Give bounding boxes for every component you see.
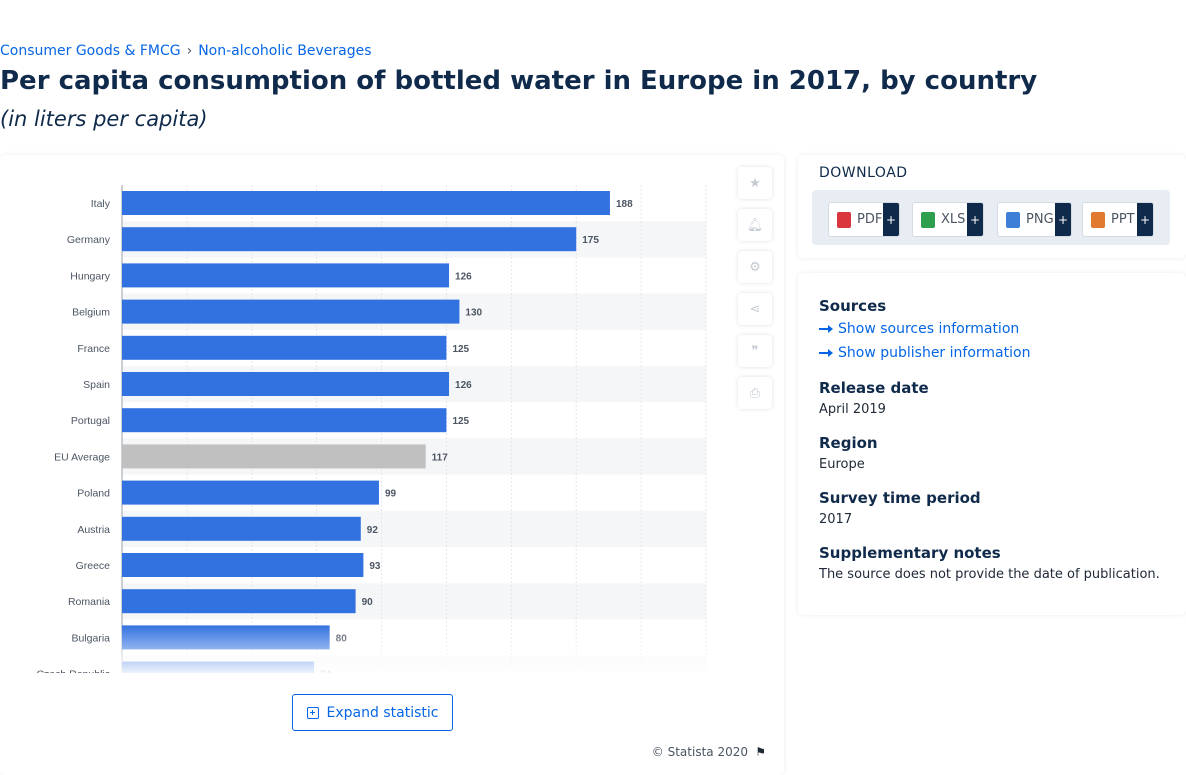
info-card: Sources Show sources information Show pu… xyxy=(798,273,1186,615)
category-label: Romania xyxy=(68,596,110,608)
gear-icon[interactable]: ⚙ xyxy=(738,251,772,283)
bar-portugal xyxy=(122,408,447,433)
notes-value: The source does not provide the date of … xyxy=(819,567,1160,582)
region-heading: Region xyxy=(819,434,878,452)
download-title: DOWNLOAD xyxy=(819,165,908,181)
chart-card: Italy 188 Germany 175 Hungary 126 Belgium 130 Fr… xyxy=(0,155,784,775)
data-label: 126 xyxy=(455,271,472,282)
category-label: Belgium xyxy=(72,307,110,319)
bar-austria xyxy=(122,516,361,541)
category-label: Italy xyxy=(91,198,111,210)
bar-eu-average xyxy=(122,444,426,469)
data-label: 93 xyxy=(369,561,381,572)
bell-icon[interactable]: 🔔︎ xyxy=(738,209,772,241)
plus-icon: + xyxy=(1055,203,1071,236)
sources-heading: Sources xyxy=(819,297,887,315)
show-sources-link[interactable]: Show sources information xyxy=(819,321,1019,337)
bar-spain xyxy=(122,372,450,396)
download-pdf-label: PDF xyxy=(857,212,883,227)
category-label: France xyxy=(77,343,110,355)
survey-heading: Survey time period xyxy=(819,489,981,507)
bar-czech-republic xyxy=(122,661,315,673)
arrow-right-icon xyxy=(819,349,833,357)
copyright-text: © Statista 2020 xyxy=(651,745,748,759)
breadcrumb-link-consumer-goods[interactable]: Consumer Goods & FMCG xyxy=(0,43,181,59)
pdf-file-icon xyxy=(837,211,851,228)
category-label: Austria xyxy=(77,524,110,536)
xls-file-icon xyxy=(921,211,935,228)
region-value: Europe xyxy=(819,457,865,472)
data-label: 99 xyxy=(385,489,397,500)
print-icon[interactable]: ⎙ xyxy=(738,377,772,409)
png-file-icon xyxy=(1006,211,1020,228)
category-label: Poland xyxy=(77,488,110,500)
data-label: 92 xyxy=(367,525,379,536)
chevron-right-icon: › xyxy=(186,43,193,59)
download-png-button[interactable]: PNG + xyxy=(997,202,1072,237)
expand-icon xyxy=(306,706,319,719)
data-label: 175 xyxy=(582,235,599,246)
data-label: 117 xyxy=(432,452,449,463)
release-heading: Release date xyxy=(819,379,929,397)
data-label: 90 xyxy=(362,597,374,608)
data-label: 74 xyxy=(320,670,332,673)
download-xls-button[interactable]: XLS + xyxy=(912,202,984,237)
breadcrumb-link-beverages[interactable]: Non-alcoholic Beverages xyxy=(198,43,372,59)
ppt-file-icon xyxy=(1091,211,1105,228)
bar-italy xyxy=(122,191,610,215)
category-label: Portugal xyxy=(71,415,110,427)
survey-value: 2017 xyxy=(819,512,853,527)
bar-germany xyxy=(122,227,577,252)
star-icon[interactable]: ★ xyxy=(738,167,772,199)
plus-icon: + xyxy=(967,203,983,236)
download-png-label: PNG xyxy=(1026,212,1054,227)
category-label: EU Average xyxy=(54,451,110,463)
share-icon[interactable]: ⋖ xyxy=(738,293,772,325)
category-label: Germany xyxy=(67,234,111,246)
bar-romania xyxy=(122,589,356,614)
bar-hungary xyxy=(122,263,450,288)
data-label: 125 xyxy=(452,344,469,355)
show-sources-label: Show sources information xyxy=(838,321,1020,337)
category-label: Czech Republic xyxy=(36,669,110,673)
category-label: Greece xyxy=(76,560,111,572)
data-label: 80 xyxy=(336,633,348,644)
download-buttons: PDF + XLS + PNG + PPT + xyxy=(812,190,1170,245)
bar-greece xyxy=(122,553,364,577)
show-publisher-link[interactable]: Show publisher information xyxy=(819,345,1030,361)
expand-label: Expand statistic xyxy=(326,704,439,721)
download-ppt-label: PPT xyxy=(1111,212,1135,227)
data-label: 188 xyxy=(616,199,633,210)
data-label: 126 xyxy=(455,380,472,391)
page-title: Per capita consumption of bottled water … xyxy=(0,66,1038,96)
notes-heading: Supplementary notes xyxy=(819,544,1001,562)
data-label: 130 xyxy=(465,308,482,319)
bar-bulgaria xyxy=(122,625,330,650)
data-label: 125 xyxy=(452,416,469,427)
arrow-right-icon xyxy=(819,325,833,333)
plus-icon: + xyxy=(1137,203,1153,236)
show-publisher-label: Show publisher information xyxy=(838,345,1031,361)
bar-chart: Italy 188 Germany 175 Hungary 126 Belgium 130 Fr… xyxy=(36,185,707,673)
flag-icon[interactable]: ⚑ xyxy=(755,745,766,759)
plus-icon: + xyxy=(883,203,899,236)
download-ppt-button[interactable]: PPT + xyxy=(1082,202,1154,237)
chart-toolbar: ★ 🔔︎ ⚙ ⋖ ❞ ⎙ xyxy=(738,167,772,409)
page-subtitle: (in liters per capita) xyxy=(0,107,208,131)
breadcrumb: Consumer Goods & FMCG › Non-alcoholic Be… xyxy=(0,43,372,59)
category-label: Spain xyxy=(83,379,110,391)
download-xls-label: XLS xyxy=(941,212,966,227)
release-value: April 2019 xyxy=(819,402,886,417)
bar-belgium xyxy=(122,299,460,324)
download-card: DOWNLOAD PDF + XLS + PNG + PPT + xyxy=(798,155,1186,258)
category-label: Hungary xyxy=(70,270,110,282)
download-pdf-button[interactable]: PDF + xyxy=(828,202,900,237)
category-label: Bulgaria xyxy=(71,632,110,644)
quote-icon[interactable]: ❞ xyxy=(738,335,772,367)
expand-statistic-button[interactable]: Expand statistic xyxy=(292,694,453,731)
bar-france xyxy=(122,335,447,360)
bar-poland xyxy=(122,480,379,505)
